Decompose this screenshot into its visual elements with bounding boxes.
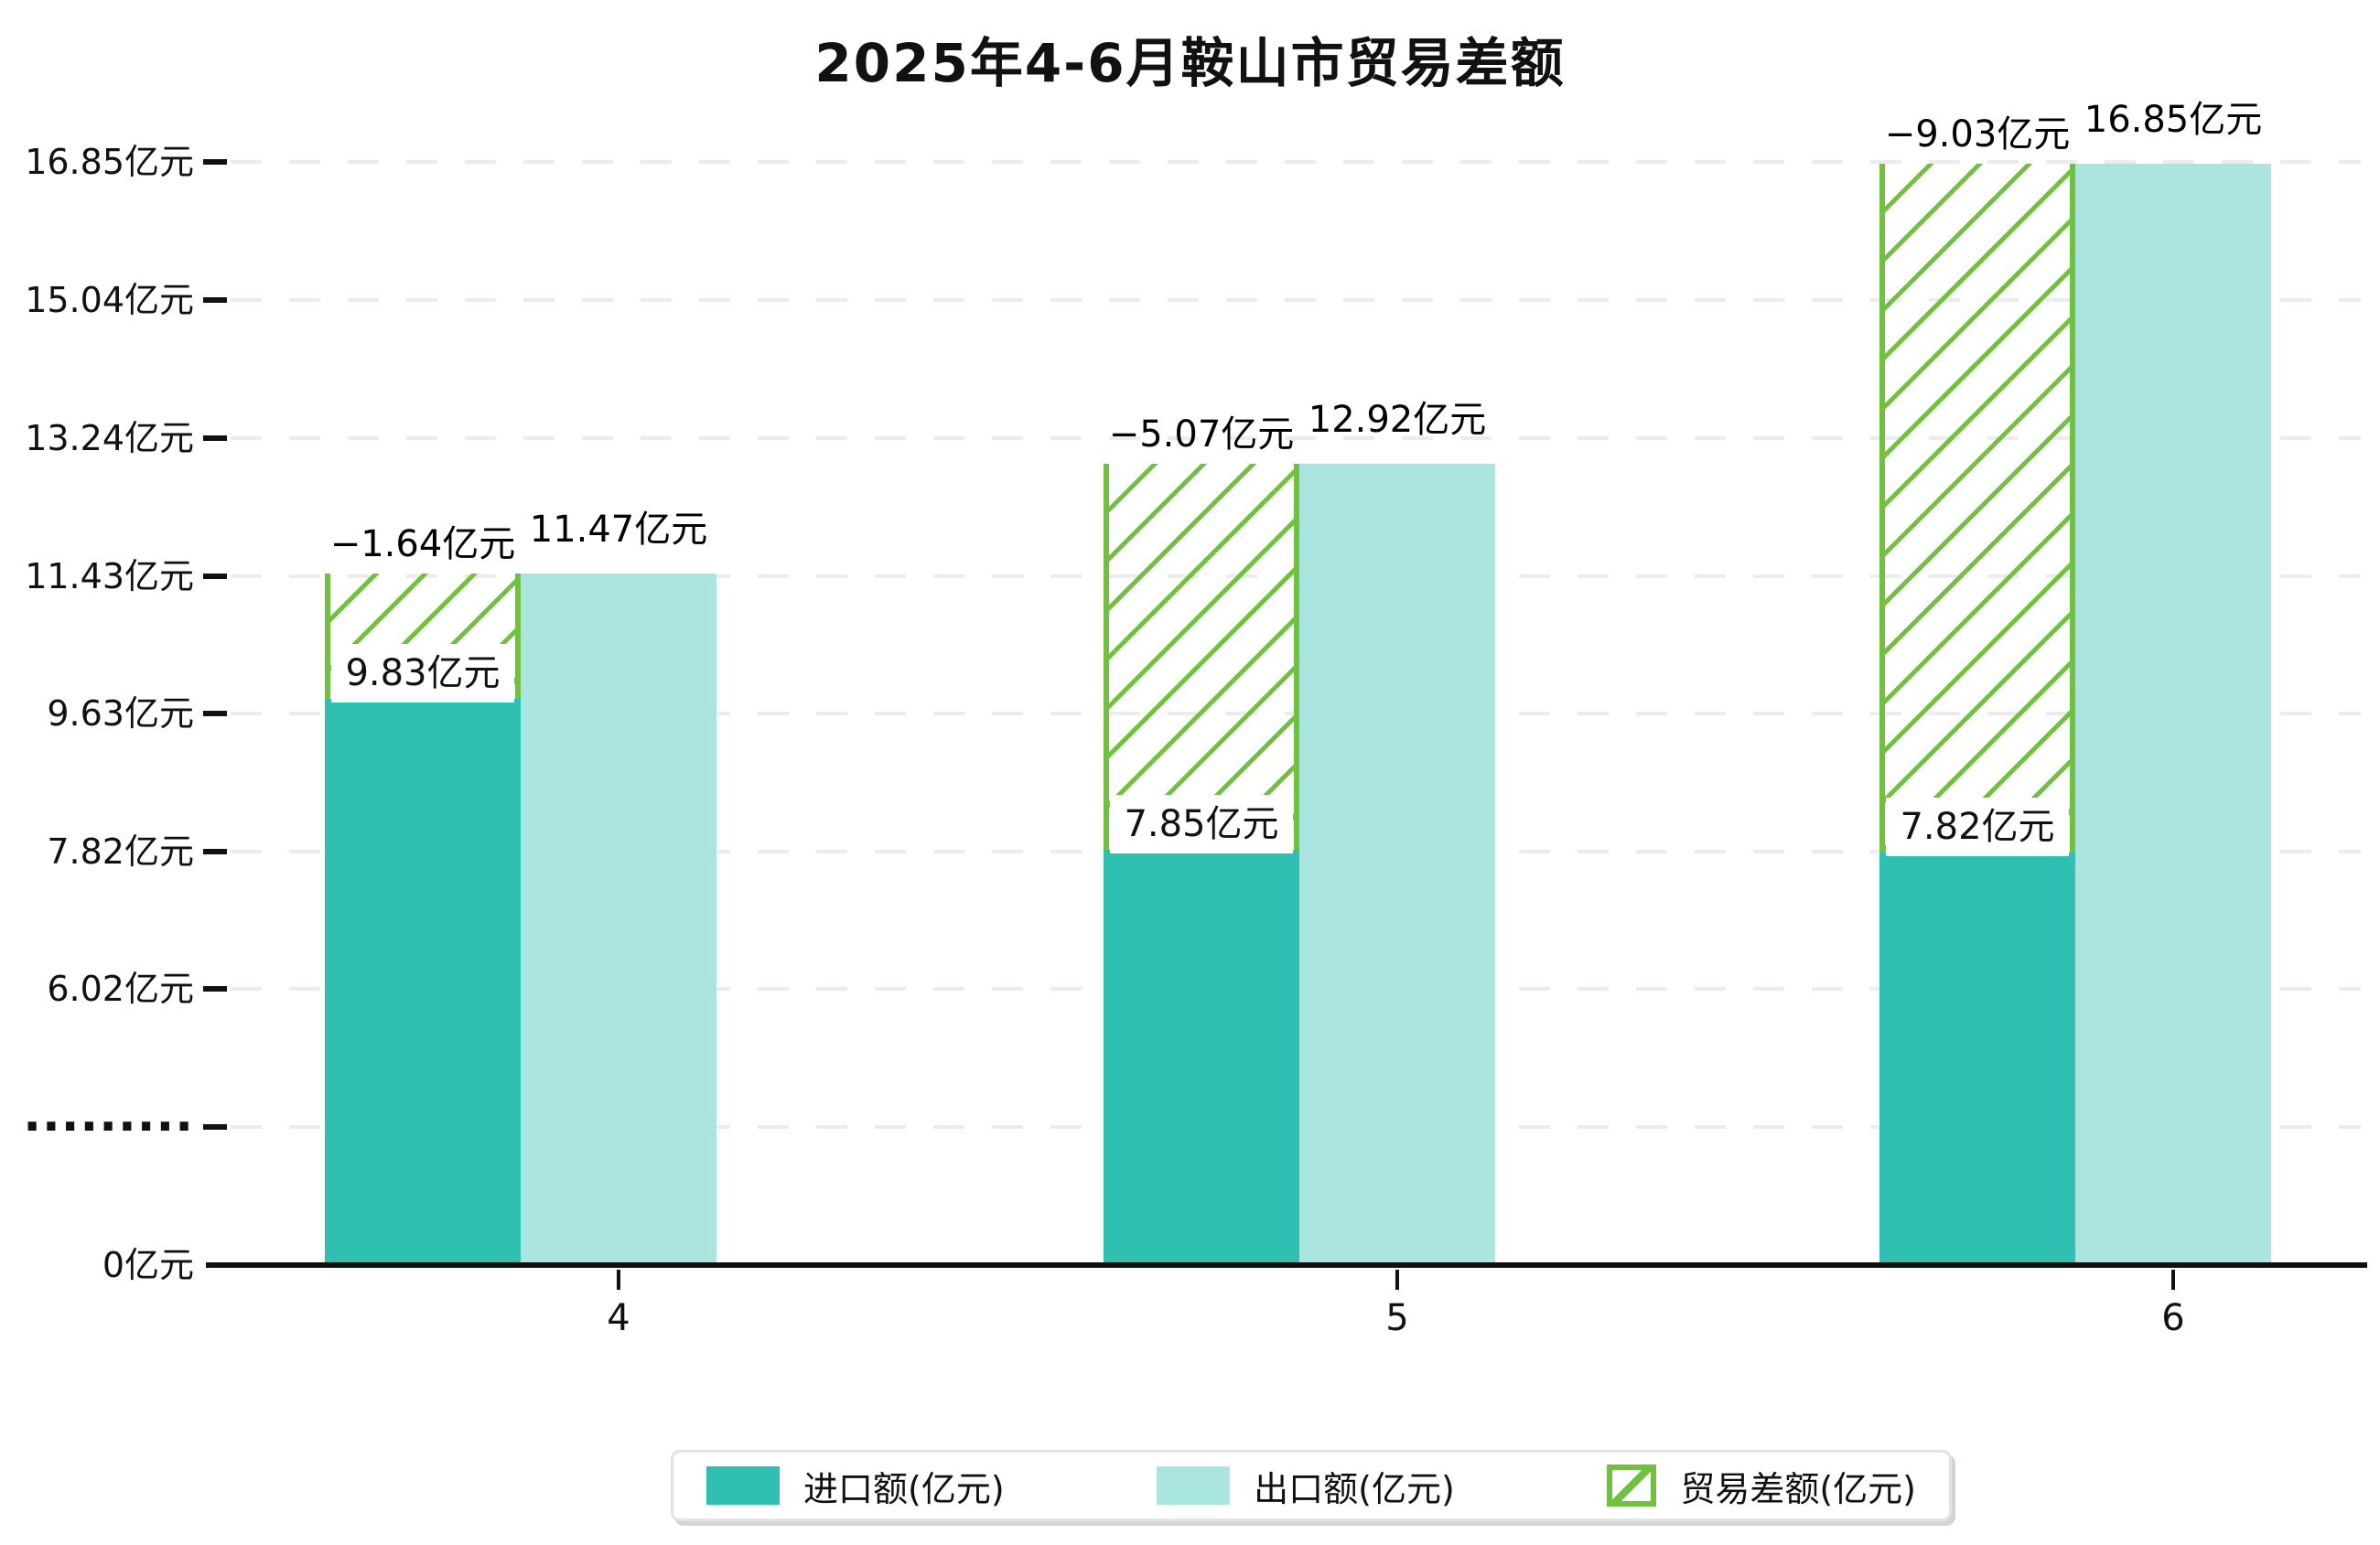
export-bar <box>1299 463 1495 1265</box>
y-axis-label: 13.24亿元 <box>25 418 194 458</box>
balance-value-label: −9.03亿元 <box>1884 113 2071 156</box>
y-tick-mark <box>203 159 227 165</box>
import-swatch-icon <box>706 1466 780 1505</box>
y-axis-label: 11.43亿元 <box>25 556 194 596</box>
legend-item-balance: 贸易差额(亿元) <box>1607 1461 1916 1511</box>
x-axis-label: 5 <box>1385 1297 1409 1339</box>
y-tick-mark <box>203 435 227 441</box>
y-tick-mark <box>203 574 227 579</box>
import-bar <box>1104 850 1299 1265</box>
gridline <box>231 160 2361 164</box>
chart-title: 2025年4-6月鞍山市贸易差额 <box>814 32 1566 94</box>
gridline <box>231 436 2361 440</box>
export-value-label: 11.47亿元 <box>529 509 708 552</box>
balance-hatch-swatch-icon <box>1607 1465 1657 1507</box>
x-axis-label: 6 <box>2161 1297 2185 1339</box>
balance-value-label: −1.64亿元 <box>329 523 516 566</box>
x-tick-mark <box>2171 1270 2175 1290</box>
balance-value-label: −5.07亿元 <box>1108 413 1295 456</box>
x-tick-mark <box>1395 1270 1399 1290</box>
legend-label-import: 进口额(亿元) <box>803 1468 1005 1509</box>
y-axis-label: 9.63亿元 <box>47 693 194 734</box>
y-tick-mark <box>203 1124 227 1130</box>
y-axis-label: 6.02亿元 <box>47 969 194 1009</box>
export-swatch-icon <box>1157 1466 1231 1505</box>
import-value-label: 9.83亿元 <box>331 644 514 703</box>
trade-balance-hatch-bar <box>1879 163 2075 853</box>
y-tick-mark <box>203 849 227 854</box>
legend-item-export: 出口额(亿元) <box>1157 1461 1455 1511</box>
y-axis-label: 16.85亿元 <box>25 142 194 182</box>
import-value-label: 7.82亿元 <box>1886 797 2069 856</box>
legend: 进口额(亿元) 出口额(亿元) 贸易差额(亿元) <box>671 1450 1952 1521</box>
y-axis-label: 15.04亿元 <box>25 280 194 320</box>
import-bar <box>1879 852 2075 1265</box>
gridline <box>231 298 2361 302</box>
x-axis-label: 4 <box>607 1297 630 1339</box>
legend-label-balance: 贸易差额(亿元) <box>1680 1468 1916 1509</box>
y-tick-mark <box>203 986 227 992</box>
trade-balance-hatch-bar <box>1104 463 1299 851</box>
export-bar <box>2075 163 2271 1265</box>
y-tick-mark <box>203 297 227 303</box>
import-value-label: 7.85亿元 <box>1110 795 1293 854</box>
y-tick-mark <box>203 711 227 716</box>
export-bar <box>521 574 716 1265</box>
y-axis-label: 7.82亿元 <box>47 832 194 872</box>
x-axis-line <box>206 1262 2367 1268</box>
import-bar <box>325 699 521 1265</box>
export-value-label: 16.85亿元 <box>2084 98 2263 141</box>
legend-item-import: 进口额(亿元) <box>706 1461 1005 1511</box>
x-tick-mark <box>617 1270 620 1290</box>
export-value-label: 12.92亿元 <box>1308 398 1487 441</box>
y-axis-break-marker: ········· <box>23 1100 194 1154</box>
y-axis-label: 0亿元 <box>102 1245 194 1285</box>
legend-label-export: 出口额(亿元) <box>1254 1468 1455 1509</box>
